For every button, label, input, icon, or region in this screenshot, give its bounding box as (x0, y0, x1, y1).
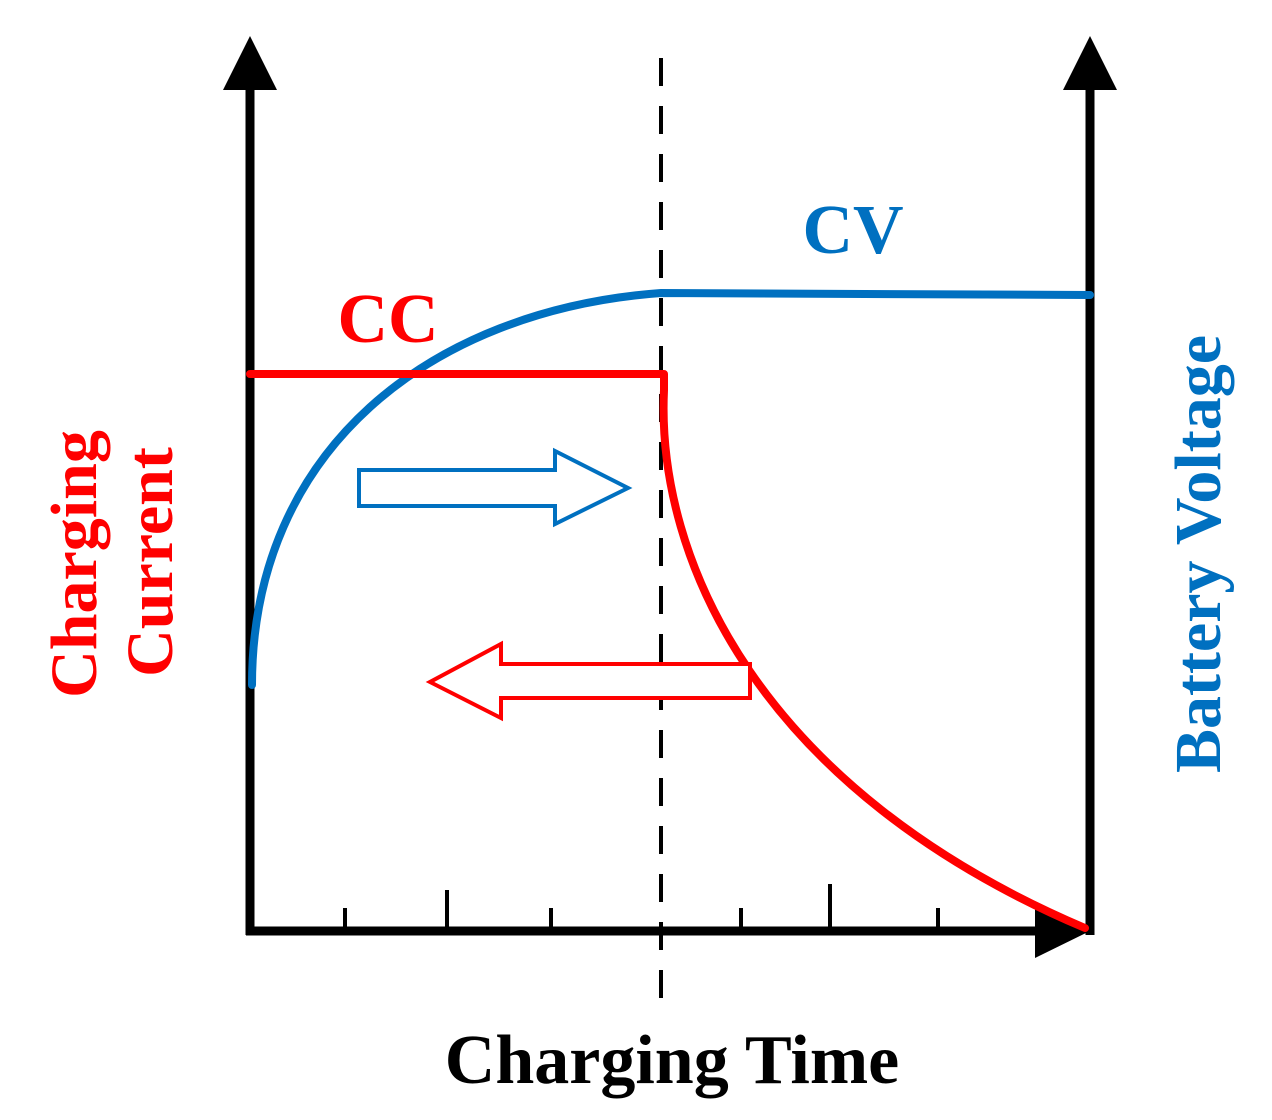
current-direction-arrow-icon (425, 640, 752, 722)
charging-time-axis-label: Charging Time (445, 1022, 899, 1099)
time-axis-arrowhead (1035, 904, 1090, 958)
charging-current-curve (246, 370, 1089, 932)
battery-voltage-curve (248, 288, 1094, 689)
charging-current-axis-label-line2: Current (114, 447, 187, 677)
right-axis-arrowhead (1063, 36, 1117, 90)
cv-label: CV (802, 192, 903, 269)
battery-voltage-axis-label: Battery Voltage (1162, 335, 1235, 773)
left-axis-arrowhead (223, 36, 277, 90)
charging-current-axis-label-line1: Charging (38, 430, 111, 698)
cc-label: CC (337, 281, 438, 358)
time-axis-ticks (343, 884, 940, 931)
voltage-direction-arrow-icon (357, 447, 633, 528)
